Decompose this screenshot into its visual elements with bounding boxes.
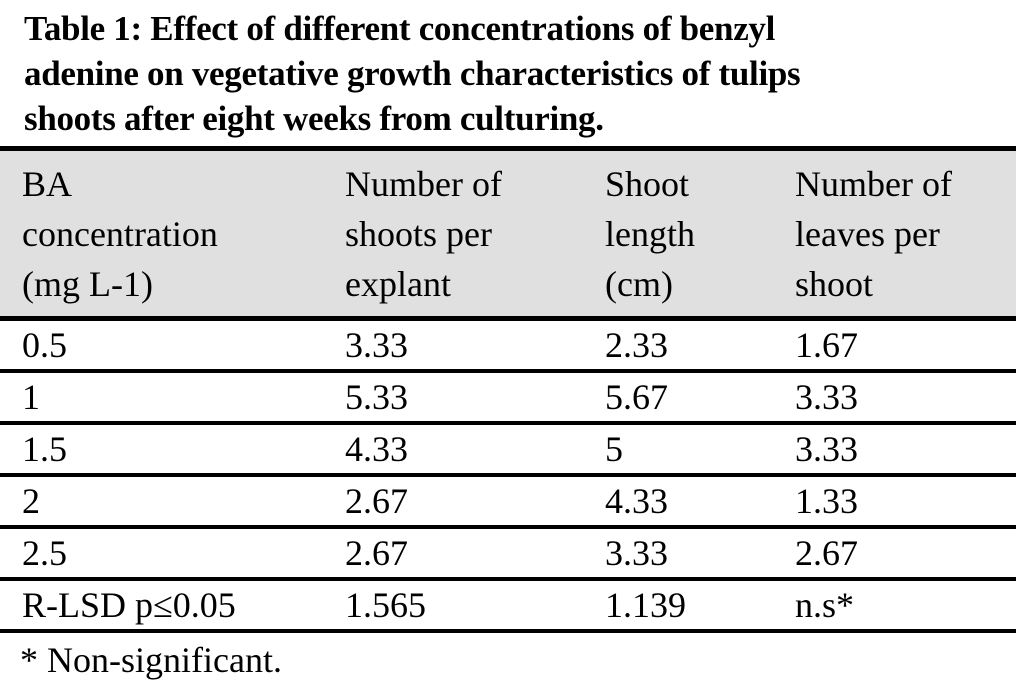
cell-leaves-per-shoot: 2.67 (795, 527, 1016, 581)
table-row: 2 2.67 4.33 1.33 (0, 475, 1016, 529)
cell-rlsd-label: R-LSD p≤0.05 (0, 579, 345, 633)
cell-shoots-per-explant: 5.33 (345, 371, 605, 425)
table-row: 0.5 3.33 2.33 1.67 (0, 318, 1016, 373)
cell-shoot-length: 5 (605, 423, 795, 477)
column-header-shoot-length: Shoot length (cm) (605, 148, 795, 321)
column-header-ba-concentration: BA concentration (mg L-1) (0, 148, 345, 321)
cell-ba-concentration: 1.5 (0, 423, 345, 477)
table-caption: Table 1: Effect of different concentrati… (24, 9, 801, 138)
cell-leaves-per-shoot: 3.33 (795, 371, 1016, 425)
cell-rlsd-leaves: n.s* (795, 579, 1016, 633)
cell-shoot-length: 5.67 (605, 371, 795, 425)
column-header-shoots-per-explant: Number of shoots per explant (345, 148, 605, 321)
data-table: BA concentration (mg L-1) Number of shoo… (0, 146, 1016, 633)
cell-leaves-per-shoot: 1.33 (795, 475, 1016, 529)
cell-shoot-length: 4.33 (605, 475, 795, 529)
cell-shoots-per-explant: 4.33 (345, 423, 605, 477)
cell-shoot-length: 2.33 (605, 318, 795, 373)
cell-shoot-length: 3.33 (605, 527, 795, 581)
cell-ba-concentration: 2.5 (0, 527, 345, 581)
cell-shoots-per-explant: 3.33 (345, 318, 605, 373)
cell-ba-concentration: 0.5 (0, 318, 345, 373)
cell-leaves-per-shoot: 3.33 (795, 423, 1016, 477)
table-row: 1.5 4.33 5 3.33 (0, 423, 1016, 477)
cell-ba-concentration: 2 (0, 475, 345, 529)
cell-ba-concentration: 1 (0, 371, 345, 425)
table-row: 2.5 2.67 3.33 2.67 (0, 527, 1016, 581)
cell-shoots-per-explant: 2.67 (345, 527, 605, 581)
table-row: 1 5.33 5.67 3.33 (0, 371, 1016, 425)
footnote: * Non-significant. (20, 640, 282, 680)
cell-leaves-per-shoot: 1.67 (795, 318, 1016, 373)
cell-shoots-per-explant: 2.67 (345, 475, 605, 529)
table-row-rlsd: R-LSD p≤0.05 1.565 1.139 n.s* (0, 579, 1016, 633)
cell-rlsd-shoot-length: 1.139 (605, 579, 795, 633)
table-header-row: BA concentration (mg L-1) Number of shoo… (0, 148, 1016, 321)
cell-rlsd-shoots: 1.565 (345, 579, 605, 633)
column-header-leaves-per-shoot: Number of leaves per shoot (795, 148, 1016, 321)
